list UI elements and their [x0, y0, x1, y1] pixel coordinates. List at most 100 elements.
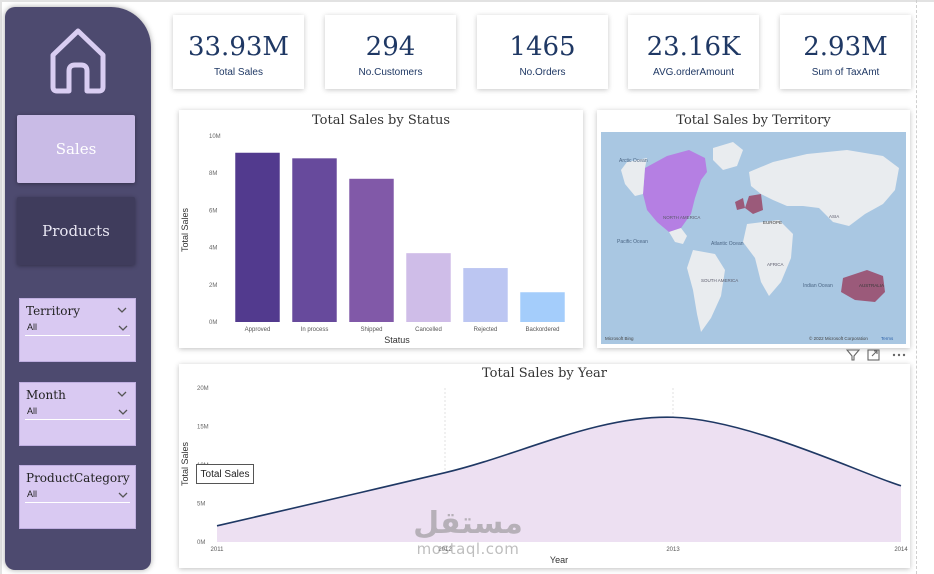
south-america-land [687, 250, 725, 332]
kpi-label: AVG.orderAmount [653, 67, 734, 78]
chevron-down-icon[interactable] [118, 407, 128, 417]
watermark: مستقل mostaql.com [408, 506, 528, 559]
chevron-down-icon[interactable] [118, 490, 128, 500]
x-axis-label: Year [550, 555, 568, 565]
chevron-down-icon[interactable] [117, 305, 127, 315]
map-label: Atlantic Ocean [711, 241, 744, 247]
world-map[interactable]: Arctic Ocean NORTH AMERICA EUROPE ASIA P… [597, 110, 910, 348]
territory-map-panel[interactable]: Total Sales by Territory Arctic Ocean NO… [597, 110, 910, 348]
tooltip: Total Sales [196, 464, 254, 484]
sales-line[interactable] [216, 416, 902, 527]
chart-title: Total Sales by Year [482, 366, 607, 381]
kpi-sum-tax-amt: 2.93M Sum of TaxAmt [780, 15, 911, 89]
eurasia-land [749, 150, 899, 226]
kpi-avg-order-amount: 23.16K AVG.orderAmount [628, 15, 759, 89]
slicer-value: All [27, 489, 38, 499]
y-tick-label: 0M [197, 540, 205, 546]
y-tick-label: 20M [197, 386, 209, 392]
map-attribution: Microsoft Bing [605, 336, 634, 341]
y-tick-label: 8M [209, 171, 217, 177]
x-tick-label: Rejected [474, 327, 498, 333]
slicer-title: Month [26, 388, 66, 402]
x-axis-label: Status [384, 335, 410, 345]
x-tick-label: Backordered [525, 327, 559, 333]
australia-region[interactable] [841, 270, 885, 302]
y-tick-label: 0M [209, 320, 217, 326]
y-tick-label: 2M [209, 283, 217, 289]
slicer-value: All [27, 406, 38, 416]
north-america-region[interactable] [643, 150, 707, 232]
more-options-icon[interactable] [892, 353, 906, 357]
bar-cancelled[interactable] [406, 253, 451, 322]
greenland-land [713, 142, 743, 170]
status-chart-panel[interactable]: Total Sales by Status 0M 2M 4M 6M 8M 10M Appro… [179, 110, 583, 348]
chevron-down-icon[interactable] [118, 323, 128, 333]
alaska-land [621, 158, 647, 196]
page-boundary [916, 0, 917, 574]
nav-products-button[interactable]: Products [17, 197, 135, 265]
europe-region[interactable] [745, 194, 763, 214]
kpi-value: 1465 [509, 32, 576, 62]
filter-icon[interactable] [846, 349, 861, 361]
y-axis-label: Total Sales [180, 441, 190, 486]
map-label: Pacific Ocean [617, 239, 648, 245]
slicer-dropdown[interactable]: All [25, 405, 130, 420]
kpi-value: 294 [365, 32, 416, 62]
y-axis-label: Total Sales [180, 207, 190, 252]
kpi-label: Sum of TaxAmt [811, 67, 880, 78]
x-tick-label: 2014 [894, 547, 908, 553]
map-label: SOUTH AMERICA [701, 278, 738, 283]
x-tick-label: 2012 [438, 547, 452, 553]
home-icon[interactable] [47, 25, 109, 95]
y-tick-label: 4M [209, 246, 217, 252]
uk-region[interactable] [735, 198, 745, 210]
map-label: AUSTRALIA [859, 283, 884, 288]
bar-shipped[interactable] [349, 178, 394, 322]
kpi-total-sales: 33.93M Total Sales [173, 15, 304, 89]
x-tick-label: 2011 [211, 547, 225, 553]
bar-approved[interactable] [235, 152, 280, 322]
map-label: ASIA [829, 214, 839, 219]
kpi-value: 2.93M [803, 32, 888, 62]
slicer-territory[interactable]: Territory All [19, 298, 136, 362]
nav-sales-button[interactable]: Sales [17, 115, 135, 183]
slicer-title: Territory [26, 304, 81, 318]
slicer-product-category[interactable]: ProductCategory All [19, 465, 136, 529]
terms-link[interactable]: Terms [881, 336, 894, 341]
y-tick-label: 6M [209, 208, 217, 214]
slicer-dropdown[interactable]: All [25, 488, 130, 503]
map-label: AFRICA [767, 262, 784, 267]
kpi-label: Total Sales [214, 67, 263, 78]
year-area-chart[interactable]: 0M5M10M15M20M2011201220132014 Year Total… [179, 364, 910, 568]
watermark-arabic: مستقل [413, 506, 523, 541]
slicer-month[interactable]: Month All [19, 382, 136, 446]
central-america-land [669, 228, 687, 244]
status-bar-chart[interactable]: 0M 2M 4M 6M 8M 10M Approved In process Shipped Ca… [179, 110, 583, 348]
y-tick-label: 5M [197, 502, 205, 508]
visual-header [846, 349, 906, 361]
map-label: NORTH AMERICA [663, 215, 700, 220]
watermark-latin: mostaql.com [416, 540, 520, 558]
x-tick-label: 2013 [666, 547, 680, 553]
x-tick-label: Shipped [360, 327, 382, 333]
kpi-label: No.Customers [358, 67, 423, 78]
map-label: EUROPE [763, 220, 782, 225]
y-tick-label: 15M [197, 425, 209, 431]
x-tick-label: Approved [245, 327, 271, 333]
bar-backordered[interactable] [520, 292, 565, 322]
kpi-no-orders: 1465 No.Orders [477, 15, 608, 89]
bar-in-process[interactable] [292, 158, 337, 322]
kpi-value: 23.16K [646, 32, 741, 62]
x-tick-label: Cancelled [415, 327, 442, 333]
map-attribution: © 2022 Microsoft Corporation [809, 335, 868, 341]
africa-land [743, 220, 793, 296]
y-tick-label: 10M [209, 134, 221, 140]
bar-rejected[interactable] [463, 268, 508, 322]
slicer-dropdown[interactable]: All [25, 321, 130, 336]
slicer-value: All [27, 322, 38, 332]
chevron-down-icon[interactable] [117, 389, 127, 399]
year-chart-panel[interactable]: Total Sales by Year 0M5M10M15M20M2011201… [179, 364, 910, 568]
focus-mode-icon[interactable] [867, 349, 880, 361]
kpi-label: No.Orders [519, 67, 566, 78]
